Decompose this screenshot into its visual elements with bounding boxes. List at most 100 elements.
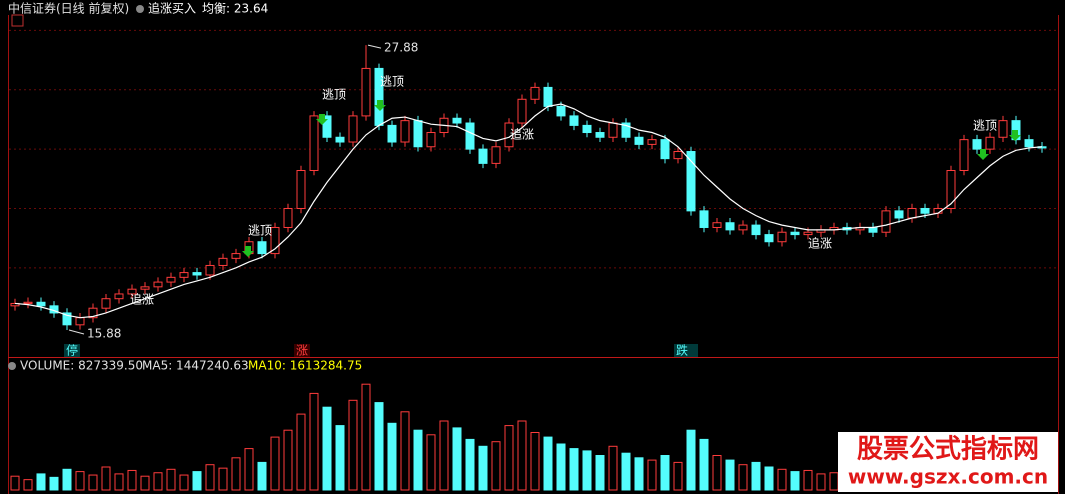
candle-body [400,120,410,143]
signal-label: 追涨 [808,236,832,251]
volume-bar [218,467,228,491]
candle-body [738,224,748,231]
indicator-name: 追涨买入 [148,1,196,16]
volume-bar [114,473,124,491]
candle-body [478,148,488,164]
candle-body [608,122,618,138]
candle-body [660,139,670,160]
volume-bar [725,459,735,491]
volume-bar [244,448,254,491]
candle-body [257,241,267,255]
volume-bar [309,392,319,491]
candle-body [751,224,761,236]
volume-bar [699,438,709,491]
volume-label: VOLUME: 827339.50 [20,359,143,373]
volume-bar [777,468,787,491]
watermark-box [838,432,1058,492]
icon[interactable] [8,362,16,370]
volume-bar [140,475,150,491]
volume-bar [543,436,553,491]
candle-body [114,293,124,300]
candle-body [764,234,774,243]
candle-body [231,253,241,259]
candle-body [413,120,423,148]
volume-bar [23,479,33,491]
volume-bar [647,459,657,491]
icon[interactable] [136,5,144,13]
volume-bar [101,466,111,491]
candle-body [62,312,72,326]
ma5-label: MA5: 1447240.63 [142,359,249,373]
candle-body [647,139,657,145]
volume-bar [621,452,631,491]
signal-label: 逃顶 [973,119,997,133]
volume-bar [127,469,137,491]
candle-body [946,170,956,209]
candle-body [335,136,345,143]
volume-bar [517,420,527,491]
candle-body [634,136,644,145]
candle-body [205,264,215,276]
candle-body [959,139,969,172]
candle-body [361,67,371,117]
volume-bar [686,429,696,491]
signal-arrow [977,149,989,160]
candle-body [283,207,293,228]
volume-bar [192,471,202,491]
candle-body [673,151,683,160]
candle-body [998,120,1008,138]
volume-bar [829,472,839,491]
icon[interactable] [11,14,24,27]
candle-body [127,288,137,295]
candle-body [465,122,475,150]
candle-body [166,276,176,283]
candle-body [595,132,605,138]
volume-bar [465,438,475,491]
candle-body [803,231,813,236]
volume-bar [257,461,267,491]
candle-body [517,98,527,124]
signal-arrow [374,100,386,111]
marker: 涨 [296,343,308,358]
low-pointer [68,329,85,335]
candle-body [322,115,332,138]
volume-bar [153,472,163,491]
candle-body [777,231,787,243]
watermark: 股票公式指标网 www.gszx.com.cn [838,432,1058,492]
candle-body [452,117,462,124]
candle-body [36,301,46,307]
volume-bar [10,475,20,491]
volume-bar [335,425,345,491]
volume-bar [816,473,826,491]
volume-bar [36,473,46,491]
marker-box [294,344,310,357]
volume-bar [361,383,371,491]
volume-bar [556,443,566,491]
signal-arrow [1009,130,1021,141]
candle-body [179,272,189,278]
volume-bar [88,474,98,491]
candle-body [218,257,228,266]
candle-body [23,301,33,304]
volume-bar [205,464,215,491]
ma10-label: MA10: 1613284.75 [248,359,362,373]
volume-bar [322,406,332,491]
signal-label: 逃顶 [322,88,346,102]
candle-body [153,281,163,288]
volume-bar [231,457,241,491]
volume-bar [439,420,449,491]
candle-body [686,151,696,212]
candle-body [699,210,709,228]
volume-bar [582,450,592,491]
volume-bar [660,455,670,491]
candle-body [556,105,566,117]
candle-body [907,207,917,219]
volume-bar [608,445,618,491]
candle-body [309,115,319,172]
candle-body [972,139,982,150]
volume-bar [452,427,462,491]
candle-body [530,86,540,100]
candle-body [192,272,202,276]
candle-body [543,86,553,107]
